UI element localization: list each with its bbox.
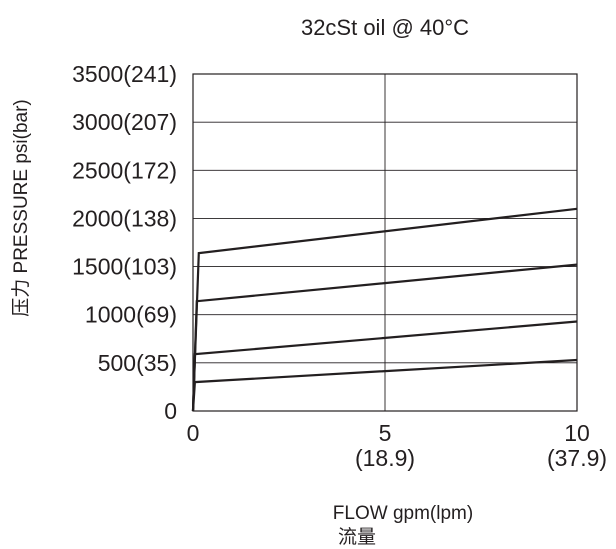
y-tick-label: 1000(69) xyxy=(85,302,177,328)
y-axis-label: 压力 PRESSURE psi(bar) xyxy=(10,99,32,317)
y-tick-label: 500(35) xyxy=(98,350,177,376)
series-lines xyxy=(191,207,578,412)
x-tick-label: 5 xyxy=(379,420,392,446)
y-tick-labels: 0 500(35) 1000(69) 1500(103) 2000(138) 2500(1… xyxy=(72,61,177,424)
y-tick-label: 0 xyxy=(164,398,177,424)
y-tick-label: 2000(138) xyxy=(72,205,177,231)
x-tick-labels: 0 5(18.9) 10(37.9) xyxy=(187,420,607,471)
x-tick-label: 10 xyxy=(564,420,590,446)
x-tick-sublabel: (18.9) xyxy=(355,445,415,471)
grid xyxy=(193,74,577,411)
y-tick-label: 1500(103) xyxy=(72,254,177,280)
x-axis-label: FLOW gpm(lpm) xyxy=(333,503,473,524)
x-tick-label: 0 xyxy=(187,420,200,446)
y-tick-label: 3500(241) xyxy=(72,61,177,87)
x-axis-label-cn: 流量 xyxy=(338,526,376,548)
plot-frame xyxy=(192,73,578,412)
series-line-4 xyxy=(191,358,578,412)
y-tick-label: 2500(172) xyxy=(72,157,177,183)
chart-title: 32cSt oil @ 40°C xyxy=(301,15,469,40)
x-tick-sublabel: (37.9) xyxy=(547,445,607,471)
y-tick-label: 3000(207) xyxy=(72,109,177,135)
